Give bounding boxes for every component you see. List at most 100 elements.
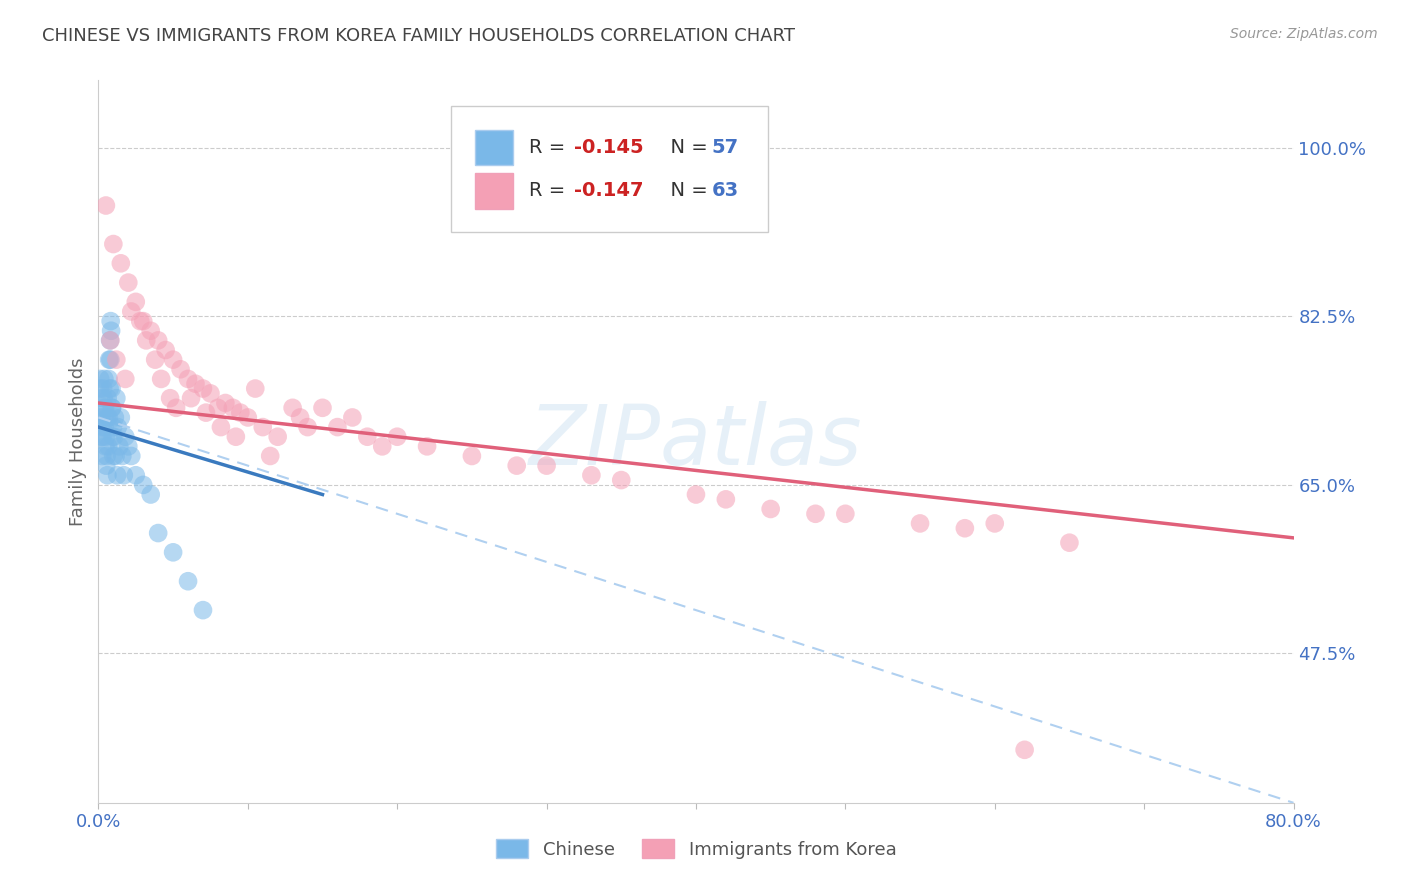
- FancyBboxPatch shape: [451, 105, 768, 232]
- Point: [90, 410, 112, 425]
- Point: [112, 468, 135, 483]
- FancyBboxPatch shape: [475, 129, 513, 165]
- Point: [91, 430, 114, 444]
- Point: [90, 391, 112, 405]
- Point: [89, 372, 111, 386]
- Point: [101, 401, 124, 415]
- Point: [120, 304, 142, 318]
- Point: [342, 410, 364, 425]
- Point: [148, 334, 170, 348]
- Point: [207, 401, 229, 415]
- Point: [100, 382, 122, 396]
- Point: [162, 352, 184, 367]
- Point: [117, 276, 139, 290]
- Point: [165, 401, 187, 415]
- Point: [101, 420, 124, 434]
- Point: [94, 198, 117, 212]
- Point: [984, 516, 1007, 531]
- Point: [252, 420, 274, 434]
- Point: [714, 492, 737, 507]
- Text: -0.147: -0.147: [574, 181, 644, 201]
- Point: [953, 521, 976, 535]
- Point: [195, 406, 218, 420]
- Point: [908, 516, 931, 531]
- Point: [91, 382, 114, 396]
- Point: [100, 314, 122, 328]
- Point: [834, 507, 856, 521]
- Point: [93, 391, 115, 405]
- Point: [135, 334, 157, 348]
- Point: [159, 391, 181, 405]
- Point: [98, 382, 121, 396]
- Point: [245, 382, 267, 396]
- Text: N =: N =: [658, 138, 714, 157]
- Point: [114, 430, 136, 444]
- Point: [200, 386, 222, 401]
- Point: [94, 430, 117, 444]
- Point: [267, 430, 290, 444]
- Point: [177, 372, 200, 386]
- Point: [97, 410, 120, 425]
- Text: Source: ZipAtlas.com: Source: ZipAtlas.com: [1230, 27, 1378, 41]
- Point: [191, 603, 214, 617]
- Point: [506, 458, 529, 473]
- Point: [117, 439, 139, 453]
- Point: [96, 458, 118, 473]
- Point: [103, 430, 125, 444]
- Point: [98, 352, 122, 367]
- Point: [155, 343, 177, 357]
- Point: [104, 410, 127, 425]
- Point: [371, 439, 394, 453]
- Point: [91, 449, 114, 463]
- Point: [150, 372, 173, 386]
- Text: R =: R =: [529, 181, 571, 201]
- Text: R =: R =: [529, 138, 571, 157]
- Point: [110, 410, 132, 425]
- Point: [536, 458, 558, 473]
- Point: [311, 401, 333, 415]
- Point: [759, 502, 782, 516]
- Point: [93, 420, 115, 434]
- Point: [139, 324, 162, 338]
- Point: [94, 439, 117, 453]
- Point: [110, 256, 132, 270]
- Point: [90, 430, 112, 444]
- Point: [288, 410, 311, 425]
- Point: [125, 468, 148, 483]
- Point: [356, 430, 378, 444]
- Point: [169, 362, 191, 376]
- Point: [94, 401, 117, 415]
- Point: [132, 314, 155, 328]
- Point: [191, 382, 214, 396]
- Point: [1059, 535, 1081, 549]
- Point: [98, 352, 121, 367]
- Point: [96, 410, 118, 425]
- Point: [236, 410, 259, 425]
- Point: [148, 526, 170, 541]
- Point: [97, 372, 120, 386]
- Text: 57: 57: [711, 138, 738, 157]
- FancyBboxPatch shape: [475, 173, 513, 209]
- Point: [139, 487, 162, 501]
- Point: [177, 574, 200, 589]
- Point: [107, 420, 129, 434]
- Point: [105, 468, 128, 483]
- Point: [100, 324, 122, 338]
- Point: [143, 352, 166, 367]
- Point: [105, 352, 128, 367]
- Point: [222, 401, 245, 415]
- Point: [97, 391, 120, 405]
- Point: [209, 420, 232, 434]
- Point: [96, 449, 118, 463]
- Point: [1014, 743, 1036, 757]
- Point: [96, 468, 118, 483]
- Point: [214, 396, 236, 410]
- Point: [98, 334, 121, 348]
- Point: [89, 382, 111, 396]
- Point: [180, 391, 202, 405]
- Text: ZIPatlas: ZIPatlas: [529, 401, 863, 482]
- Point: [610, 473, 633, 487]
- Point: [103, 237, 125, 252]
- Point: [91, 420, 114, 434]
- Point: [281, 401, 304, 415]
